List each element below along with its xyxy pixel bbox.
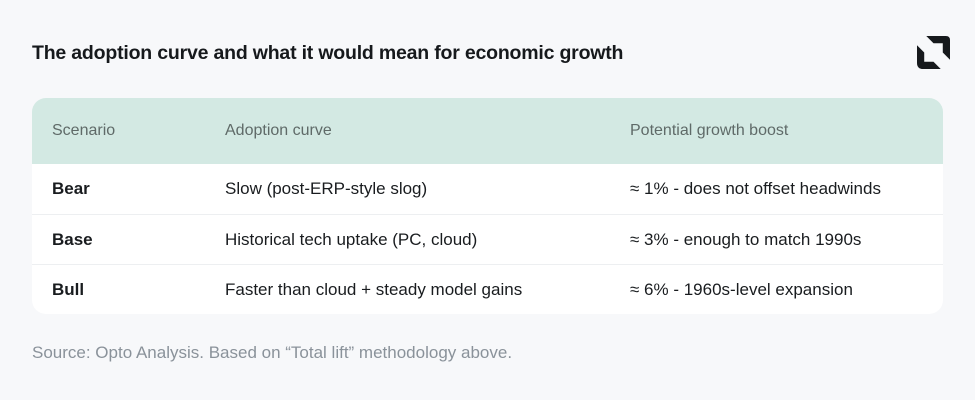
table-row-bull: Bull Faster than cloud + steady model ga… (32, 264, 943, 314)
adoption-curve-cell: Historical tech uptake (PC, cloud) (225, 229, 478, 249)
growth-boost-cell: ≈ 3% - enough to match 1990s (630, 229, 862, 249)
scenario-cell: Base (52, 229, 93, 249)
scenario-cell: Bull (52, 279, 85, 299)
page-title: The adoption curve and what it would mea… (32, 42, 624, 64)
table-row-base: Base Historical tech uptake (PC, cloud) … (32, 214, 943, 264)
adoption-curve-cell: Slow (post-ERP-style slog) (225, 179, 428, 198)
column-header-scenario: Scenario (52, 122, 116, 139)
scenario-table: Scenario Adoption curve Potential growth… (32, 98, 943, 314)
table-header-row: Scenario Adoption curve Potential growth… (32, 98, 943, 164)
column-header-adoption-curve: Adoption curve (225, 122, 332, 139)
scenario-cell: Bear (52, 179, 90, 198)
column-header-growth-boost: Potential growth boost (630, 122, 789, 139)
opto-logo-icon (917, 36, 950, 69)
growth-boost-cell: ≈ 6% - 1960s-level expansion (630, 279, 853, 299)
table-row-bear: Bear Slow (post-ERP-style slog) ≈ 1% - d… (32, 164, 943, 214)
source-note: Source: Opto Analysis. Based on “Total l… (32, 343, 513, 362)
growth-boost-cell: ≈ 1% - does not offset headwinds (630, 179, 881, 198)
adoption-curve-cell: Faster than cloud + steady model gains (225, 279, 523, 299)
